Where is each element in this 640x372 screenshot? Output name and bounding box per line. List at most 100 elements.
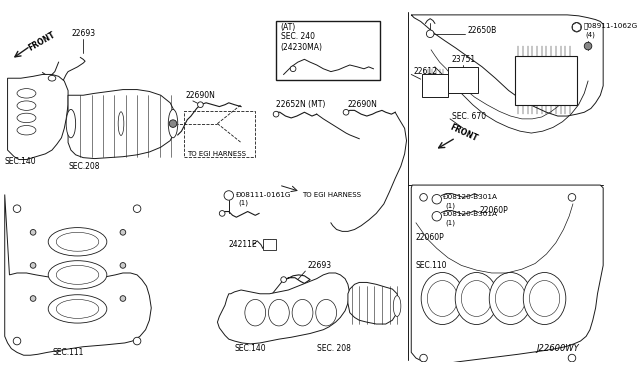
Text: 23751: 23751 [452,55,476,64]
Circle shape [281,277,287,282]
Polygon shape [8,74,68,160]
Circle shape [290,66,296,71]
Text: SEC.110: SEC.110 [416,261,447,270]
Text: TO EGI HARNESS: TO EGI HARNESS [187,151,246,157]
Ellipse shape [489,273,532,324]
Circle shape [198,102,204,108]
Ellipse shape [421,273,464,324]
Ellipse shape [17,89,36,98]
Circle shape [133,205,141,212]
Text: SEC. 670: SEC. 670 [452,112,486,121]
Text: SEC. 240: SEC. 240 [281,32,315,41]
Polygon shape [4,195,151,355]
Polygon shape [412,185,603,364]
Circle shape [133,337,141,345]
Text: 22060P: 22060P [416,232,445,241]
Text: 22690N: 22690N [348,100,378,109]
Text: (4): (4) [585,32,595,38]
Circle shape [30,230,36,235]
Text: 22690N: 22690N [186,91,215,100]
Ellipse shape [245,299,266,326]
Ellipse shape [56,265,99,284]
Text: TO EGI HARNESS: TO EGI HARNESS [303,192,362,198]
Text: 22693: 22693 [307,261,332,270]
Text: Ð08111-0161G: Ð08111-0161G [236,192,292,198]
Text: 22693: 22693 [71,29,95,38]
Ellipse shape [455,273,498,324]
Ellipse shape [529,280,560,317]
Circle shape [169,120,177,127]
Text: ⓝ08911-1062G: ⓝ08911-1062G [583,22,637,29]
Text: 22652N (MT): 22652N (MT) [276,100,325,109]
Circle shape [572,22,581,32]
Text: 22060P: 22060P [479,206,508,215]
Circle shape [420,193,428,201]
Ellipse shape [292,299,313,326]
Ellipse shape [168,109,178,138]
Circle shape [13,205,20,212]
Circle shape [30,296,36,301]
Circle shape [120,263,125,268]
Circle shape [343,109,349,115]
Circle shape [568,354,576,362]
Circle shape [120,296,125,301]
Text: 22611: 22611 [520,77,543,86]
Text: 24211E: 24211E [228,240,257,249]
Bar [422,74,448,97]
Ellipse shape [48,228,107,256]
Circle shape [432,195,442,204]
Text: (1): (1) [445,219,455,226]
Circle shape [120,230,125,235]
Text: Ð08120-B301A: Ð08120-B301A [444,194,499,201]
Circle shape [273,111,279,117]
Ellipse shape [461,280,492,317]
Bar [515,55,577,105]
Text: SEC. 208: SEC. 208 [317,344,351,353]
Ellipse shape [17,101,36,110]
Ellipse shape [56,232,99,251]
Circle shape [584,42,592,50]
Ellipse shape [495,280,525,317]
Ellipse shape [66,109,76,138]
Bar [276,22,380,80]
Bar [263,239,276,250]
Circle shape [426,30,434,38]
Text: (1): (1) [238,200,248,206]
Polygon shape [348,282,399,324]
Ellipse shape [316,299,337,326]
Ellipse shape [48,76,56,81]
Text: (1): (1) [445,203,455,209]
Circle shape [220,211,225,216]
Circle shape [30,263,36,268]
Text: (24230MA): (24230MA) [281,42,323,52]
Ellipse shape [17,113,36,123]
Circle shape [224,191,234,200]
Ellipse shape [48,295,107,323]
Circle shape [432,212,442,221]
Text: SEC.111: SEC.111 [52,348,84,357]
Text: (AT): (AT) [281,23,296,32]
Text: 22650B: 22650B [467,26,496,35]
Ellipse shape [394,296,401,317]
Text: FRONT: FRONT [448,123,479,143]
Polygon shape [68,90,175,158]
Ellipse shape [56,299,99,318]
Ellipse shape [524,273,566,324]
Ellipse shape [17,125,36,135]
Ellipse shape [269,299,289,326]
Polygon shape [412,15,603,116]
Circle shape [568,193,576,201]
Text: SEC.208: SEC.208 [68,162,100,171]
Text: FRONT: FRONT [26,30,56,52]
Bar [448,67,478,93]
Text: SEC.140: SEC.140 [4,157,36,166]
Text: SEC.140: SEC.140 [234,344,266,353]
Circle shape [13,337,20,345]
Ellipse shape [118,112,124,135]
Text: 22612: 22612 [413,67,437,76]
Circle shape [420,354,428,362]
Ellipse shape [428,280,458,317]
Text: J22600WY: J22600WY [536,344,579,353]
Ellipse shape [48,261,107,289]
Text: Ð08120-B301A: Ð08120-B301A [444,211,499,217]
